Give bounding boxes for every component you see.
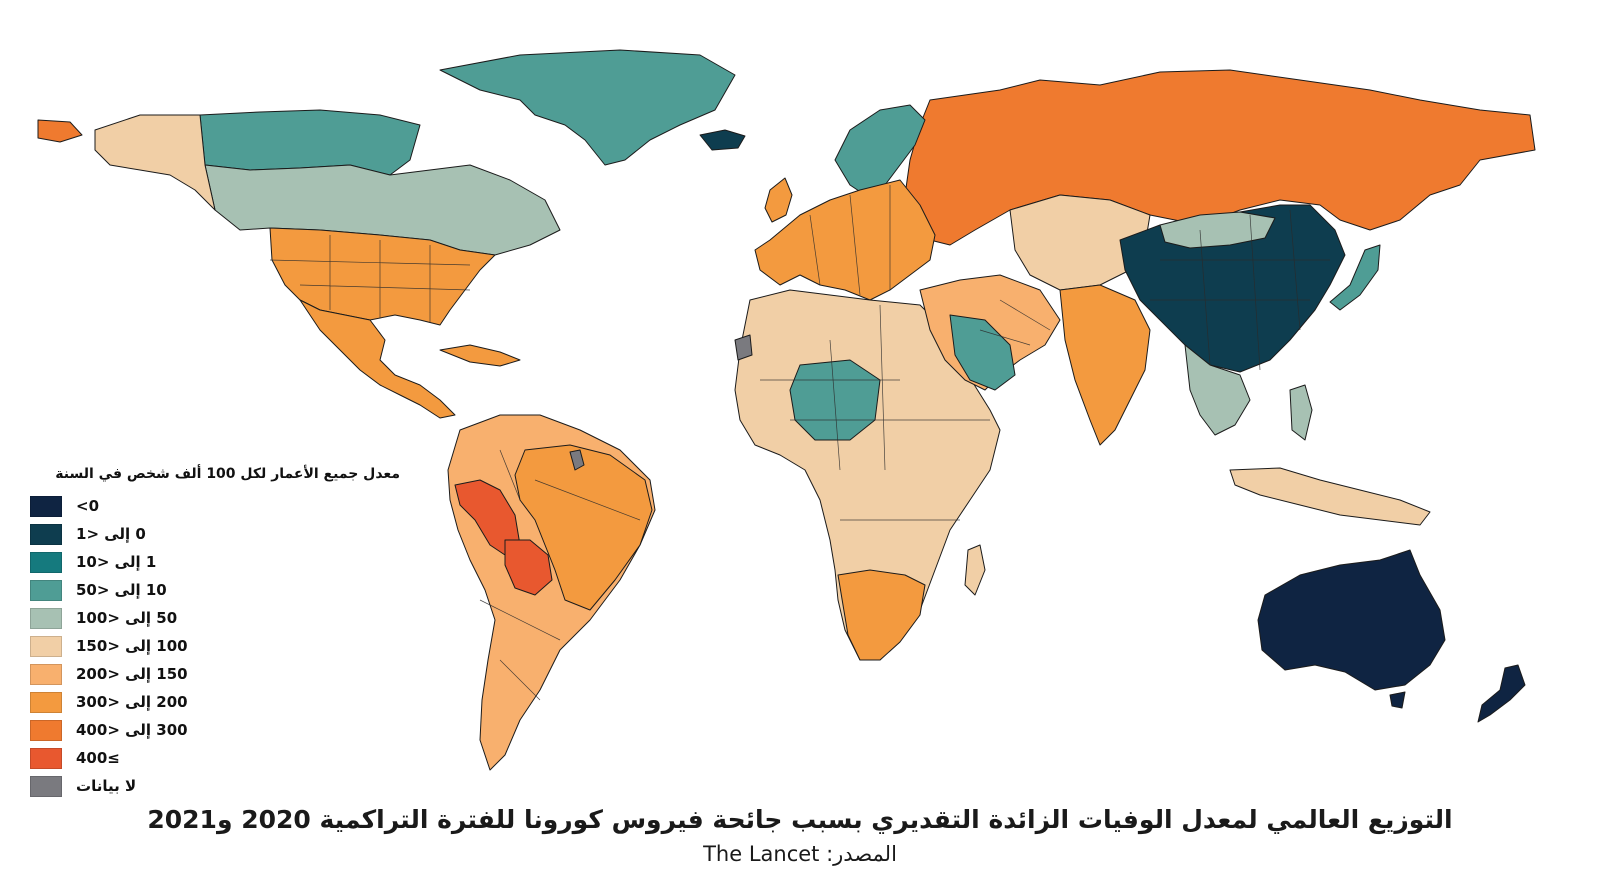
region-mexico (299, 299, 456, 419)
legend-label: 1 إلى <10 (76, 553, 157, 571)
region-guiana (569, 449, 585, 471)
region-south-africa (837, 569, 926, 661)
region-uk (764, 177, 793, 223)
region-mongolia (1159, 211, 1276, 249)
legend-swatch (30, 663, 62, 685)
legend-label: 50 إلى <100 (76, 609, 178, 627)
legend-item: 50 إلى <100 (30, 604, 410, 632)
region-indonesia (1229, 467, 1431, 526)
legend-item: 10 إلى <50 (30, 576, 410, 604)
legend-item: 400≤ (30, 744, 410, 772)
legend-item: 300 إلى <400 (30, 716, 410, 744)
legend-title: معدل جميع الأعمار لكل 100 ألف شخص في الس… (55, 466, 400, 482)
legend-item: <0 (30, 492, 410, 520)
region-new-zealand (1477, 664, 1526, 723)
legend-item: 0 إلى <1 (30, 520, 410, 548)
legend: معدل جميع الأعمار لكل 100 ألف شخص في الس… (30, 466, 410, 800)
legend-label: 200 إلى <300 (76, 693, 188, 711)
region-bolivia (504, 539, 553, 596)
region-philippines (1289, 384, 1313, 441)
region-australia (1257, 549, 1446, 691)
region-caribbean (439, 344, 521, 367)
legend-swatch (30, 775, 62, 797)
region-tasmania (1389, 691, 1406, 709)
legend-label: 300 إلى <400 (76, 721, 188, 739)
region-russia (904, 69, 1536, 246)
source-credit: المصدر: The Lancet (703, 842, 897, 866)
legend-label: لا بيانات (76, 777, 137, 795)
legend-item: 100 إلى <150 (30, 632, 410, 660)
region-canada-north (199, 109, 421, 176)
legend-rows: <0 0 إلى <1 1 إلى <10 10 إلى <50 50 إلى … (30, 492, 410, 800)
legend-swatch (30, 495, 62, 517)
region-india (1059, 284, 1151, 446)
region-iceland (699, 129, 746, 151)
region-chukotka (37, 119, 83, 143)
internal-borders (269, 185, 1330, 701)
legend-item: 200 إلى <300 (30, 688, 410, 716)
legend-label: 0 إلى <1 (76, 525, 146, 543)
legend-item: 1 إلى <10 (30, 548, 410, 576)
region-alaska (94, 114, 216, 211)
legend-swatch (30, 607, 62, 629)
legend-item: 150 إلى <200 (30, 660, 410, 688)
region-greenland (439, 49, 736, 166)
region-japan (1329, 244, 1381, 311)
region-western-sahara (734, 334, 753, 361)
legend-swatch (30, 747, 62, 769)
region-saudi-arabia (949, 314, 1016, 391)
map-title: التوزيع العالمي لمعدل الوفيات الزائدة ال… (147, 805, 1453, 834)
legend-swatch (30, 691, 62, 713)
legend-swatch (30, 579, 62, 601)
legend-item: لا بيانات (30, 772, 410, 800)
legend-label: 10 إلى <50 (76, 581, 167, 599)
legend-swatch (30, 551, 62, 573)
legend-label: 400≤ (76, 749, 120, 767)
legend-swatch (30, 719, 62, 741)
legend-swatch (30, 523, 62, 545)
region-madagascar (964, 544, 986, 596)
region-southeast-asia (1184, 344, 1251, 436)
legend-swatch (30, 635, 62, 657)
legend-label: 150 إلى <200 (76, 665, 188, 683)
region-brazil (514, 444, 653, 611)
legend-label: 100 إلى <150 (76, 637, 188, 655)
legend-label: <0 (76, 497, 100, 515)
